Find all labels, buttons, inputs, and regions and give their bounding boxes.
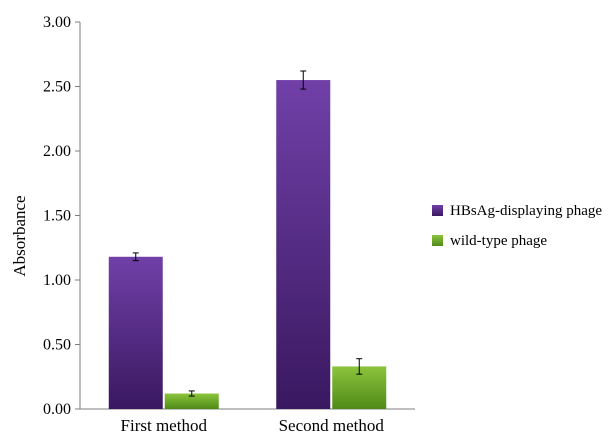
y-tick-label: 2.50 xyxy=(43,79,71,96)
y-tick-label: 1.00 xyxy=(43,272,71,289)
bar-hbsag-1 xyxy=(108,256,163,409)
legend-swatch xyxy=(432,235,443,246)
category-label: First method xyxy=(121,416,208,435)
legend-swatch xyxy=(432,205,443,216)
y-tick-label: 3.00 xyxy=(43,14,71,31)
y-tick-label: 2.00 xyxy=(43,143,71,160)
bar-hbsag-2 xyxy=(276,80,331,410)
y-tick-label: 0.50 xyxy=(43,337,71,354)
legend: HBsAg-displaying phage wild-type phage xyxy=(432,203,602,249)
y-axis-ticks: 0.00 0.50 1.00 1.50 2.00 2.50 3.00 xyxy=(43,14,80,418)
legend-label: HBsAg-displaying phage xyxy=(450,203,602,219)
y-tick-label: 0.00 xyxy=(43,401,71,418)
y-axis-title: Absorbance xyxy=(10,195,29,276)
category-labels: First method Second method xyxy=(121,416,385,435)
category-label: Second method xyxy=(279,416,385,435)
y-tick-label: 1.50 xyxy=(43,208,71,225)
legend-label: wild-type phage xyxy=(450,233,547,249)
bar-wild-type-1 xyxy=(164,393,219,409)
bar-group xyxy=(108,70,387,410)
